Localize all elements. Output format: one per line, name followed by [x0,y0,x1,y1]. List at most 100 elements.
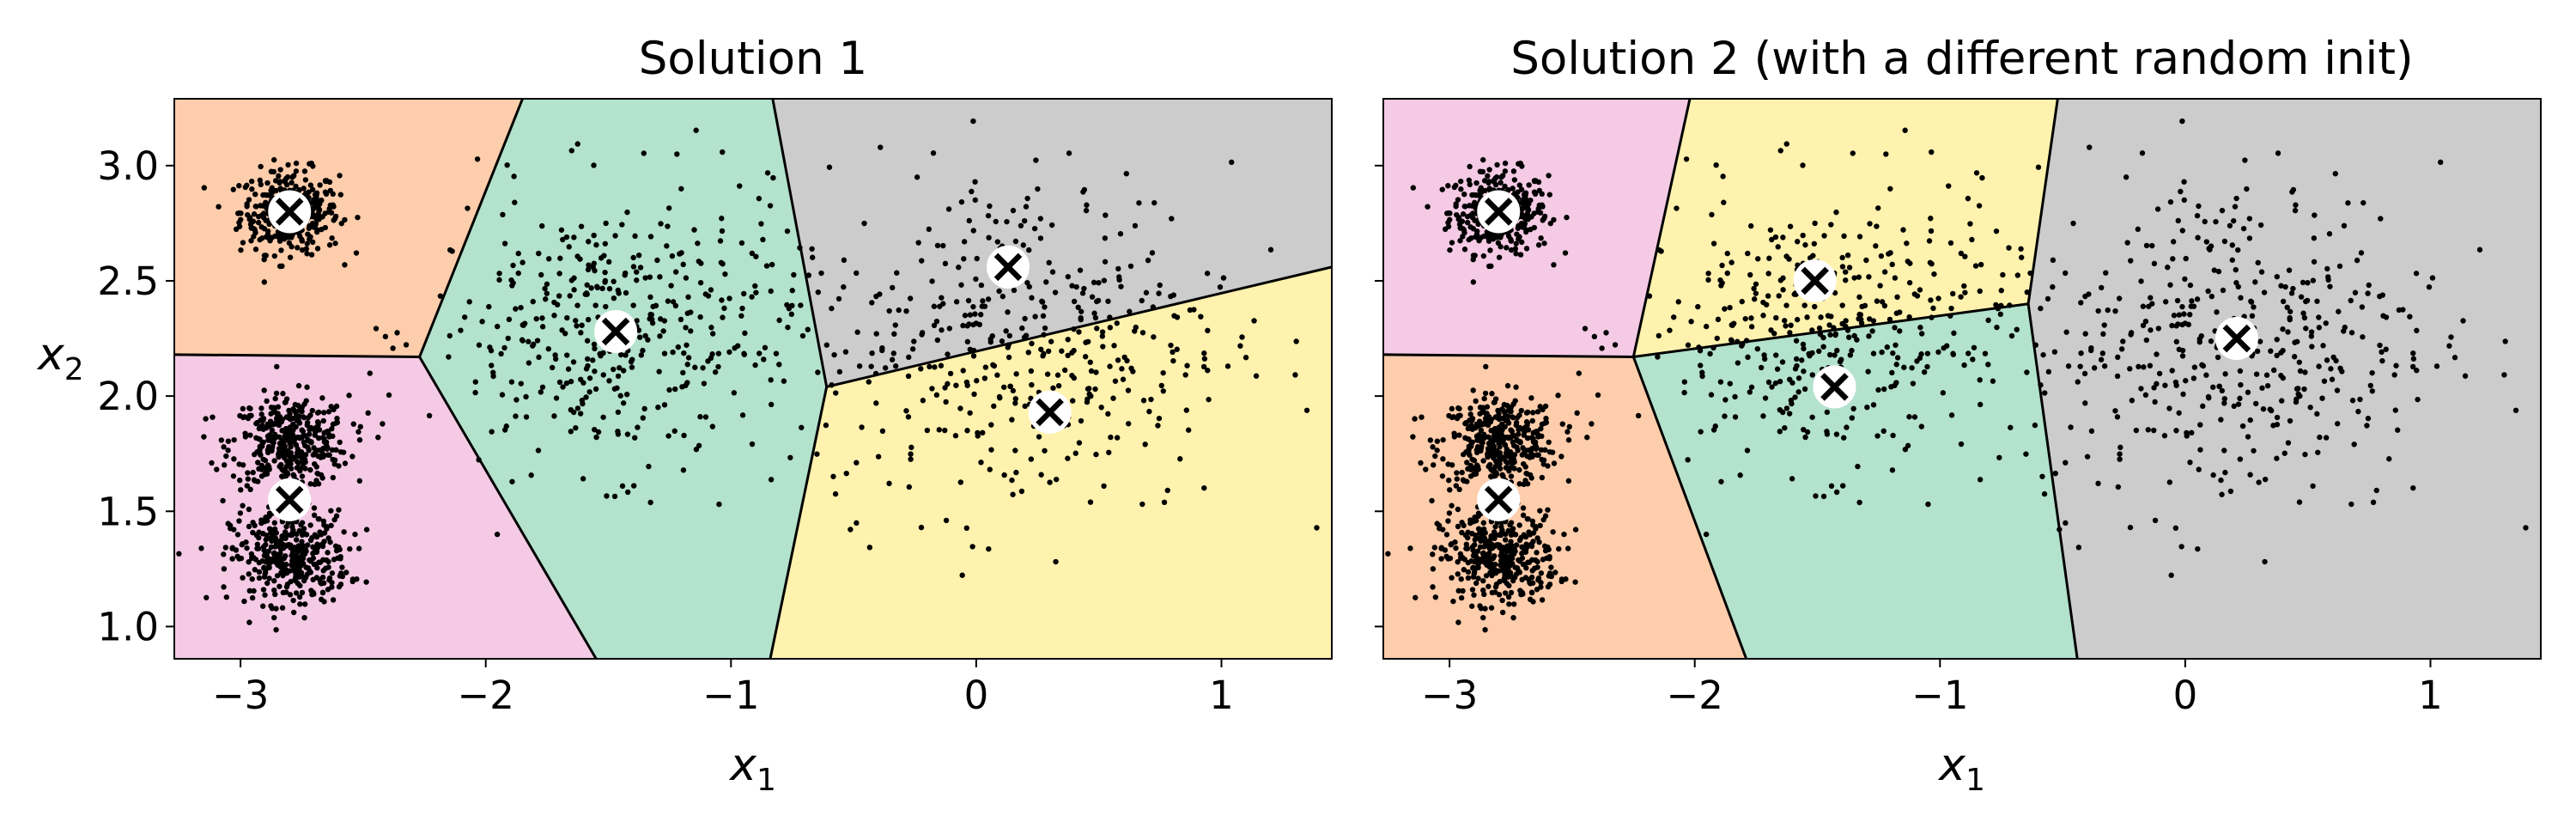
data-point [1565,478,1572,484]
data-point [1881,302,1888,309]
data-point [2360,199,2366,206]
data-point [1545,507,1551,513]
data-point [356,437,363,443]
data-point [2183,378,2189,384]
data-point [1464,460,1470,466]
data-point [269,185,275,191]
data-point [1739,298,1745,305]
data-point [304,384,310,390]
data-point [1082,354,1089,360]
data-point [660,328,666,334]
data-point [1054,372,1061,378]
data-point [557,255,563,261]
data-point [892,363,899,369]
data-point [789,288,795,294]
data-point [1828,222,1834,228]
data-point [749,294,755,300]
data-point [1561,531,1567,538]
data-point [1510,601,1517,607]
data-point [2409,363,2416,370]
data-point [1516,481,1522,487]
data-point [2112,408,2118,414]
data-point [2161,433,2168,439]
data-point [289,244,295,250]
data-point [1941,345,1947,351]
data-point [976,321,983,328]
data-point [2433,363,2440,369]
data-point [1148,396,1154,403]
data-point [244,201,250,207]
data-point [1146,408,1152,415]
data-point [672,269,679,275]
data-point [249,575,255,582]
data-point [333,447,339,454]
data-point [536,354,542,361]
data-point [1837,358,1844,365]
data-point [1038,472,1044,478]
data-point [758,221,764,227]
data-point [658,221,664,227]
data-point [989,332,995,339]
data-point [1907,260,1913,266]
data-point [1534,587,1540,593]
data-point [999,293,1006,300]
data-point [752,283,758,289]
data-point [1869,328,1875,334]
data-point [526,360,532,366]
data-point [1089,294,1096,300]
data-point [274,573,281,579]
data-point [258,203,264,209]
data-point [564,314,570,321]
data-point [1466,177,1473,184]
data-point [1102,235,1109,241]
data-point [2246,235,2253,241]
centroid-cross [1820,373,1849,401]
data-point [1497,542,1503,548]
data-point [1867,316,1873,322]
data-point [1457,178,1464,185]
data-point [1467,520,1473,527]
data-point [1065,455,1071,461]
data-point [630,264,637,270]
data-point [670,299,677,305]
data-point [329,425,335,432]
data-point [2098,356,2105,362]
data-point [1510,439,1516,446]
data-point [1055,382,1062,389]
data-point [600,372,606,378]
data-point [2292,207,2299,214]
data-point [650,303,656,310]
solution-1-regions [174,99,1332,659]
data-point [1036,434,1042,440]
data-point [1758,364,1765,371]
data-point [324,526,330,532]
data-point [599,285,605,292]
data-point [1514,436,1520,443]
data-point [1127,308,1133,314]
data-point [1251,318,1257,324]
centroid-cross [275,485,304,514]
data-point [1039,299,1046,305]
data-point [311,204,318,211]
data-point [1976,203,1983,209]
data-point [2329,376,2336,382]
data-point [276,179,283,185]
data-point [591,341,598,348]
data-point [1773,314,1779,321]
region-polygon [772,99,1332,387]
data-point [890,284,896,291]
data-point [836,368,843,375]
data-point [1183,407,1190,413]
data-point [1454,476,1461,482]
data-point [283,414,290,420]
data-point [1595,392,1601,399]
data-point [251,226,258,232]
data-point [1459,469,1465,476]
data-point [1437,526,1443,532]
data-point [253,204,259,210]
data-point [974,255,980,262]
data-point [611,295,617,301]
data-point [1683,156,1690,162]
data-point [1071,374,1078,381]
data-point [258,181,264,188]
